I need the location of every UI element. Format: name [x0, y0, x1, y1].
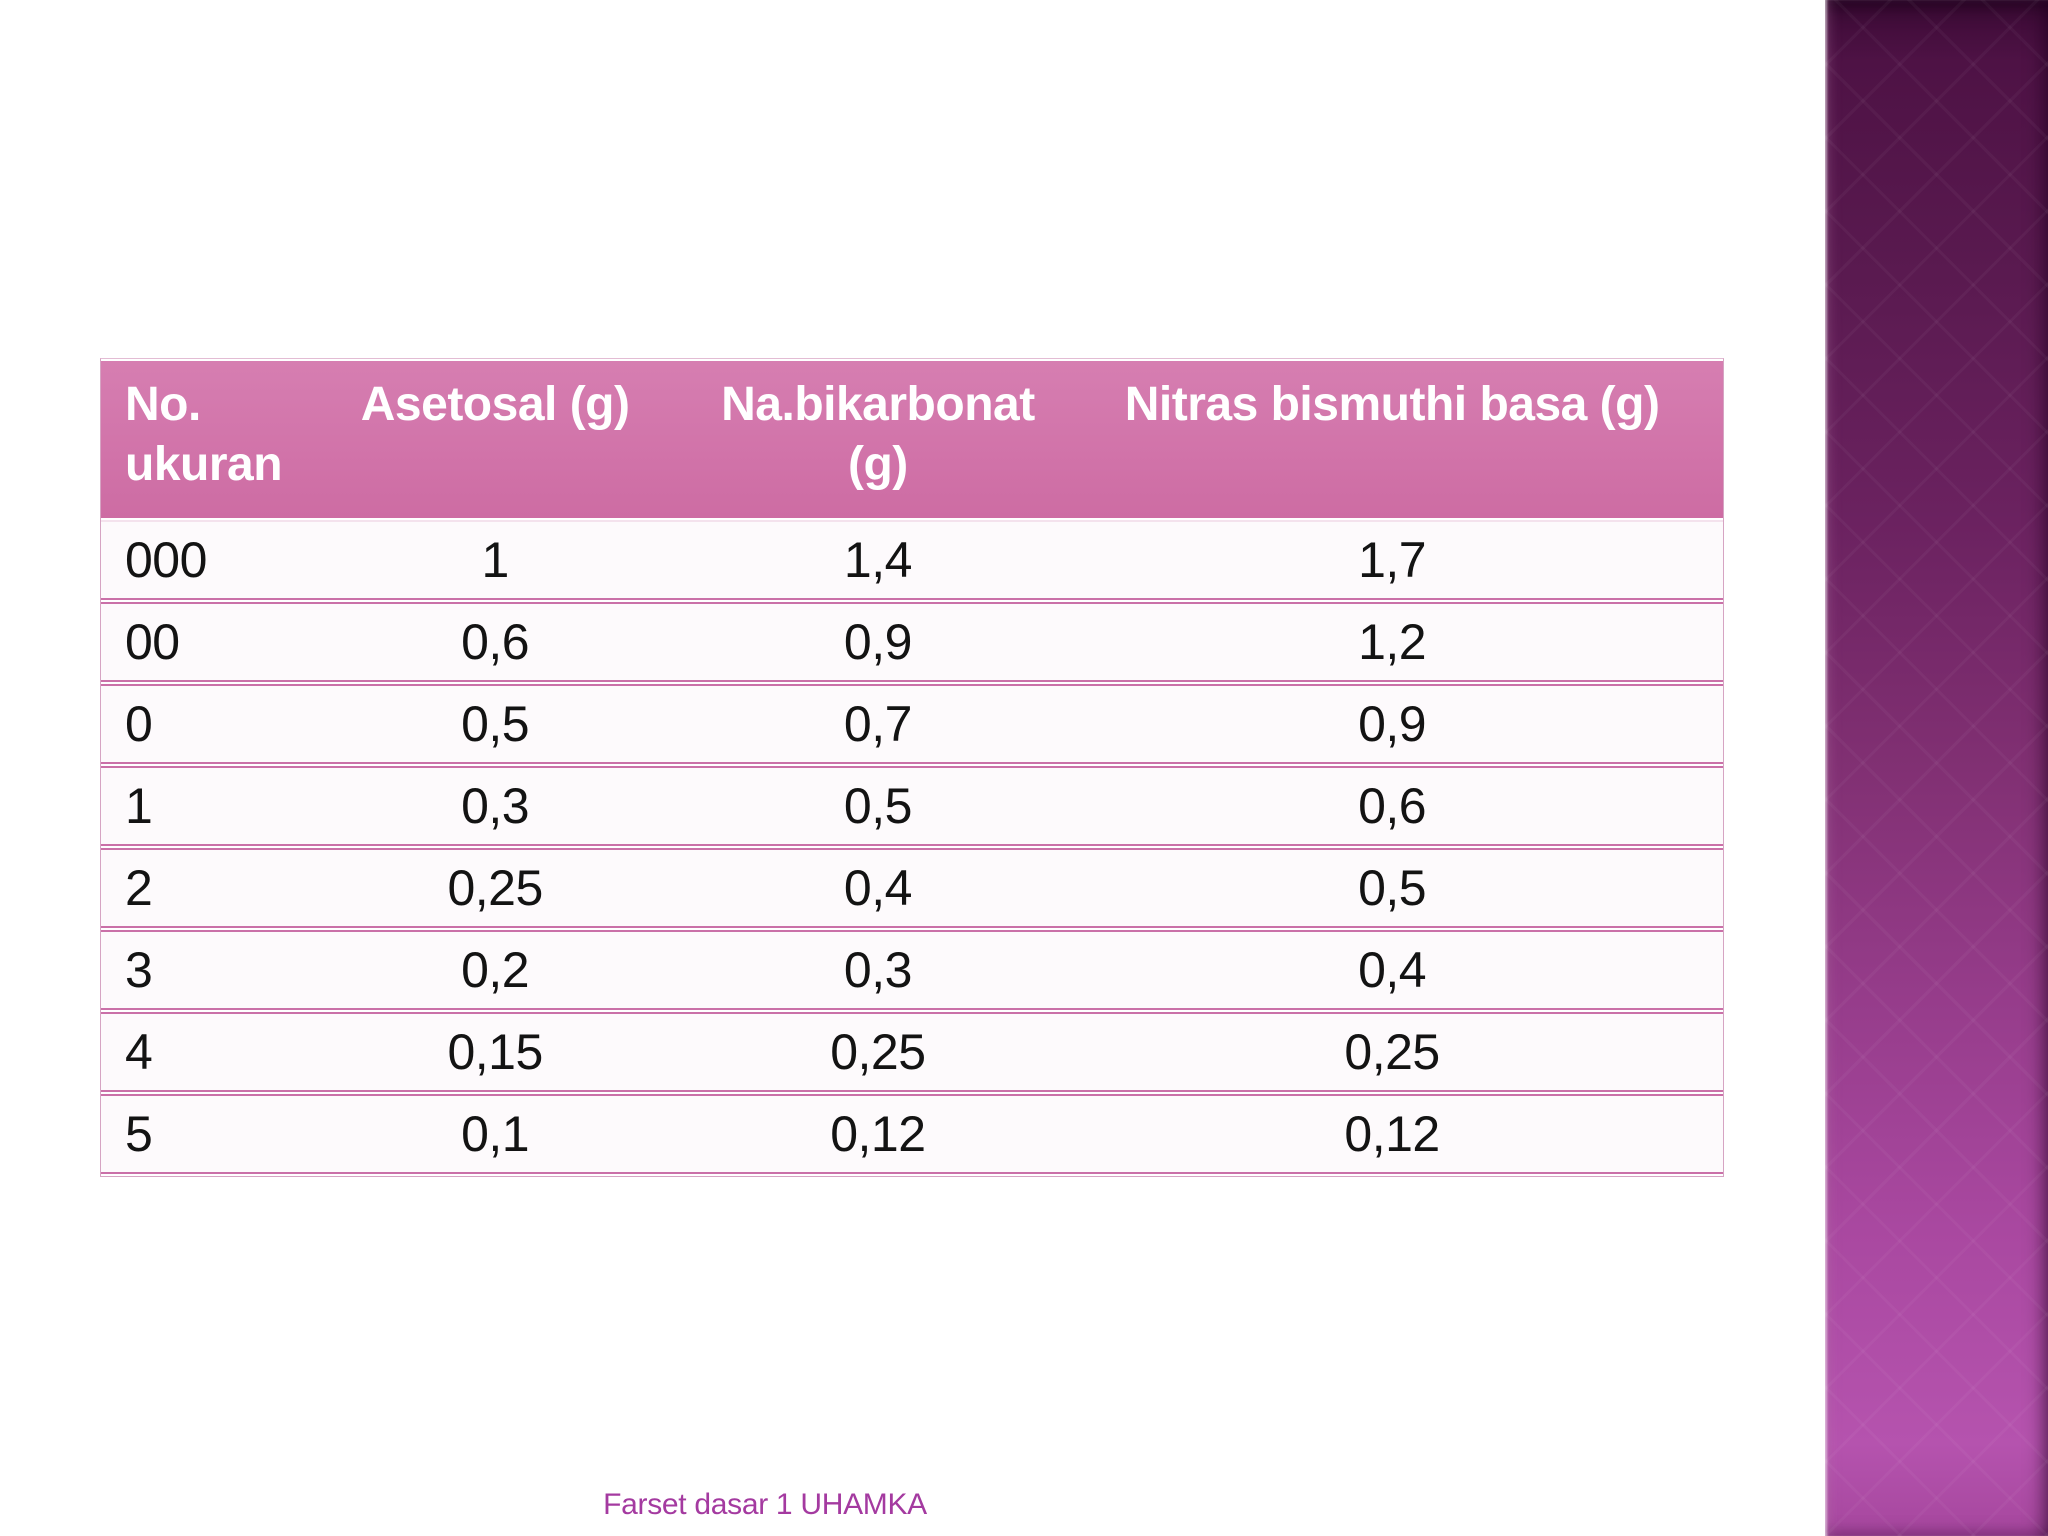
cell-size: 5	[101, 1094, 296, 1174]
cell-nitras: 0,9	[1061, 684, 1723, 764]
table-row: 1 0,3 0,5 0,6	[101, 766, 1723, 846]
cell-asetosal: 0,1	[295, 1094, 695, 1174]
cell-nitras: 1,2	[1061, 602, 1723, 682]
cell-nitras: 0,25	[1061, 1012, 1723, 1092]
header-cell-asetosal: Asetosal (g)	[295, 361, 695, 518]
table-header-row: No. ukuran Asetosal (g) Na.bikarbonat (g…	[101, 361, 1723, 518]
table-row: 2 0,25 0,4 0,5	[101, 848, 1723, 928]
cell-asetosal: 0,5	[295, 684, 695, 764]
cell-na-bikarbonat: 0,7	[694, 684, 1062, 764]
right-gradient-bar	[1825, 0, 2048, 1536]
cell-size: 2	[101, 848, 296, 928]
cell-na-bikarbonat: 0,3	[694, 930, 1062, 1010]
cell-nitras: 0,4	[1061, 930, 1723, 1010]
cell-na-bikarbonat: 0,25	[694, 1012, 1062, 1092]
cell-size: 4	[101, 1012, 296, 1092]
cell-na-bikarbonat: 0,9	[694, 602, 1062, 682]
cell-asetosal: 0,2	[295, 930, 695, 1010]
header-cell-nitras-bismuthi: Nitras bismuthi basa (g)	[1061, 361, 1723, 518]
table-row: 0 0,5 0,7 0,9	[101, 684, 1723, 764]
table-row: 00 0,6 0,9 1,2	[101, 602, 1723, 682]
cell-size: 000	[101, 520, 296, 600]
cell-size: 00	[101, 602, 296, 682]
table-row: 5 0,1 0,12 0,12	[101, 1094, 1723, 1174]
cell-asetosal: 0,25	[295, 848, 695, 928]
header-cell-no-ukuran: No. ukuran	[101, 361, 296, 518]
dosage-table: No. ukuran Asetosal (g) Na.bikarbonat (g…	[100, 358, 1724, 1177]
cell-na-bikarbonat: 0,12	[694, 1094, 1062, 1174]
cell-size: 1	[101, 766, 296, 846]
cell-size: 0	[101, 684, 296, 764]
cell-nitras: 1,7	[1061, 520, 1723, 600]
cell-asetosal: 0,6	[295, 602, 695, 682]
cell-asetosal: 1	[295, 520, 695, 600]
cell-asetosal: 0,3	[295, 766, 695, 846]
table-row: 000 1 1,4 1,7	[101, 520, 1723, 600]
slide-footer-text: Farset dasar 1 UHAMKA	[603, 1488, 927, 1521]
cell-asetosal: 0,15	[295, 1012, 695, 1092]
table-row: 3 0,2 0,3 0,4	[101, 930, 1723, 1010]
cell-nitras: 0,5	[1061, 848, 1723, 928]
cell-nitras: 0,6	[1061, 766, 1723, 846]
table-row: 4 0,15 0,25 0,25	[101, 1012, 1723, 1092]
cell-size: 3	[101, 930, 296, 1010]
cell-na-bikarbonat: 0,5	[694, 766, 1062, 846]
header-cell-na-bikarbonat: Na.bikarbonat (g)	[694, 361, 1062, 518]
cell-nitras: 0,12	[1061, 1094, 1723, 1174]
cell-na-bikarbonat: 1,4	[694, 520, 1062, 600]
cell-na-bikarbonat: 0,4	[694, 848, 1062, 928]
